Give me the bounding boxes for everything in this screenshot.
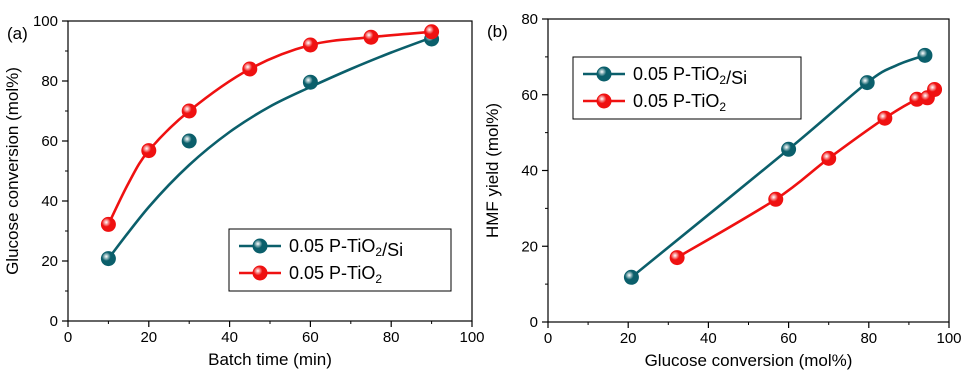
data-point <box>927 81 943 97</box>
y-tick-label: 60 <box>521 87 538 104</box>
x-tick-label: 60 <box>302 329 319 346</box>
data-point <box>363 29 379 45</box>
x-tick-label: 20 <box>620 330 637 347</box>
x-tick-label: 0 <box>544 330 552 347</box>
x-tick-label: 20 <box>140 329 157 346</box>
x-tick-label: 60 <box>780 330 797 347</box>
legend-marker <box>596 66 612 82</box>
y-tick-label: 0 <box>50 313 58 330</box>
x-tick-label: 80 <box>383 329 400 346</box>
data-point <box>859 75 875 91</box>
legend-box <box>228 228 452 292</box>
x-tick-label: 100 <box>936 330 961 347</box>
y-tick-label: 40 <box>521 163 538 180</box>
y-tick-label: 0 <box>530 314 538 331</box>
data-point <box>821 150 837 166</box>
data-point <box>917 47 933 63</box>
data-point <box>623 269 639 285</box>
x-tick-label: 80 <box>860 330 877 347</box>
legend-label: 0.05 P-TiO2 <box>633 91 726 114</box>
data-point <box>302 37 318 53</box>
data-point <box>781 141 797 157</box>
legend-label: 0.05 P-TiO2/Si <box>633 64 747 88</box>
data-point <box>669 250 685 266</box>
data-point <box>877 110 893 126</box>
data-point <box>768 191 784 207</box>
data-point <box>181 103 197 119</box>
legend-marker <box>252 265 268 281</box>
y-tick-label: 80 <box>521 11 538 28</box>
y-tick-label: 40 <box>41 193 58 210</box>
legend: 0.05 P-TiO2/Si 0.05 P-TiO2 <box>228 228 452 292</box>
data-point <box>302 74 318 90</box>
y-tick-label: 80 <box>41 73 58 90</box>
legend-label: 0.05 P-TiO2 <box>289 263 382 286</box>
panel-label: (b) <box>487 22 508 41</box>
series-line <box>107 30 432 225</box>
legend-marker <box>252 238 268 254</box>
y-tick-label: 60 <box>41 133 58 150</box>
series-line <box>630 54 926 279</box>
x-tick-label: 40 <box>221 329 238 346</box>
data-point <box>242 61 258 77</box>
data-point <box>424 24 440 40</box>
legend-box <box>572 56 802 120</box>
x-tick-label: 0 <box>64 329 72 346</box>
y-axis-title: Glucose conversion (mol%) <box>3 67 22 275</box>
data-point <box>181 133 197 149</box>
x-tick-label: 40 <box>700 330 717 347</box>
panel-label: (a) <box>7 24 28 43</box>
legend-label: 0.05 P-TiO2/Si <box>289 236 403 260</box>
y-tick-label: 20 <box>41 253 58 270</box>
x-axis-title: Batch time (min) <box>208 350 332 369</box>
y-axis-title: HMF yield (mol%) <box>483 103 502 238</box>
y-tick-label: 100 <box>33 13 58 30</box>
chart-panel-a: 0 20 40 60 80 100 0 20 40 60 80 100 Batch time (min)… <box>3 13 485 369</box>
y-tick-label: 20 <box>521 238 538 255</box>
x-tick-label: 100 <box>459 329 484 346</box>
data-point <box>100 216 116 232</box>
x-axis-title: Glucose conversion (mol%) <box>645 351 853 370</box>
legend-marker <box>596 93 612 109</box>
legend: 0.05 P-TiO2/Si 0.05 P-TiO2 <box>572 56 802 120</box>
data-point <box>141 143 157 159</box>
chart-panel-b: 0 20 40 60 80 100 0 20 40 60 80 Glucose conversion … <box>483 11 962 370</box>
data-point <box>100 251 116 267</box>
series-line <box>107 36 433 260</box>
